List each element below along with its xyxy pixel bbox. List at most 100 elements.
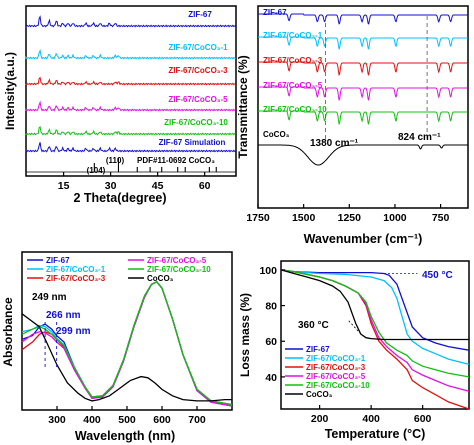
tga-legend-cocoo3-1: ZIF-67/CoCO₃-1 [306, 354, 366, 363]
ftir-xtick-label-750: 750 [432, 212, 450, 224]
ftir-xtick-label-1750: 1750 [246, 212, 270, 224]
ftir-label-cocoo3-10: ZIF-67/CoCO₃-10 [263, 105, 327, 114]
uvvis-xtick-label-500: 500 [118, 414, 136, 426]
ftir-x-axis-title: Wavenumber (cm⁻¹) [304, 232, 423, 246]
xrd-series-zif-67-simulation [25, 142, 236, 153]
ftir-series-zif-67-coco-1 [258, 36, 468, 51]
tga-annotation-360: 360 °C [298, 320, 329, 331]
uvvis-series-coco [21, 313, 232, 402]
xrd-series-zif-67-coco-10 [25, 125, 236, 136]
xrd-series-group [25, 15, 236, 173]
xrd-label-cocoo3-3: ZIF-67/CoCO₃-3 [168, 66, 228, 75]
uvvis-legend: ZIF-67 ZIF-67/CoCO₃-1 ZIF-67/CoCO₃-3 ZIF… [27, 256, 211, 283]
tga-legend: ZIF-67 ZIF-67/CoCO₃-1 ZIF-67/CoCO₃-3 ZIF… [285, 345, 370, 399]
xrd-x-ticks: 15 30 45 60 [58, 172, 211, 192]
ftir-series-labels: ZIF-67 ZIF-67/CoCO₃-1 ZIF-67/CoCO₃-3 ZIF… [263, 8, 441, 149]
tga-x-axis-title: Temperature (°C) [325, 427, 426, 441]
uvvis-xtick-label-300: 300 [48, 414, 66, 426]
ftir-series-group [258, 13, 468, 166]
tga-annotation-450: 450 °C [422, 270, 453, 281]
tga-legend-zif67: ZIF-67 [306, 345, 330, 354]
xrd-series-zif-67-coco-3 [25, 76, 236, 86]
uvvis-xtick-label-700: 700 [188, 414, 206, 426]
tga-legend-cocoo3-3: ZIF-67/CoCO₃-3 [306, 363, 366, 372]
tga-xtick-label-400: 400 [362, 413, 380, 425]
ftir-annotation-824: 824 cm⁻¹ [398, 132, 441, 143]
uvvis-x-ticks: 300 400 500 600 700 [48, 406, 206, 426]
xrd-label-simulation: ZIF-67 Simulation [159, 138, 226, 147]
uvvis-annotation-266: 266 nm [46, 310, 81, 321]
xrd-panel: Intensity(a.u.) 2 Theta(degree) 15 30 45 60… [3, 5, 237, 205]
ftir-xtick-label-1250: 1250 [338, 212, 362, 224]
tga-series-zif-67 [280, 269, 470, 351]
ftir-series-zif-67 [258, 13, 468, 25]
xrd-x-axis-title: 2 Theta(degree) [73, 191, 166, 205]
tga-plot-frame [280, 260, 470, 410]
ftir-series-zif-67-coco-3 [258, 61, 468, 77]
uvvis-panel: Absorbance Wavelength (nm) 300 400 500 600 7… [1, 251, 233, 443]
ftir-series-zif-67-coco-5 [258, 86, 468, 102]
tga-ytick-label-60: 60 [265, 336, 277, 348]
ftir-y-axis-title: Transmittance (%) [236, 55, 250, 158]
uvvis-legend-cocoo3-3: ZIF-67/CoCO₃-3 [46, 274, 106, 283]
uvvis-x-axis-title: Wavelength (nm) [75, 429, 175, 443]
tga-series-zif-67-coco-10 [280, 269, 470, 378]
xrd-series-labels: ZIF-67 ZIF-67/CoCO₃-1 ZIF-67/CoCO₃-3 ZIF… [87, 10, 229, 175]
tga-xtick-label-200: 200 [311, 413, 329, 425]
tga-series-zif-67-coco-1 [280, 269, 470, 366]
ftir-annotation-1380: 1380 cm⁻¹ [310, 138, 359, 149]
uvvis-legend-zif67: ZIF-67 [46, 256, 70, 265]
uvvis-xtick-label-600: 600 [153, 414, 171, 426]
xrd-y-axis-title: Intensity(a.u.) [3, 52, 17, 130]
xrd-xtick-label-15: 15 [58, 180, 70, 192]
ftir-series-zif-67-coco-10 [258, 110, 468, 126]
ftir-label-cocoo3-1: ZIF-67/CoCO₃-1 [263, 31, 323, 40]
xrd-series-zif-67-coco-1 [25, 48, 236, 60]
uvvis-legend-cocoo3-10: ZIF-67/CoCO₃-10 [147, 265, 211, 274]
xrd-xtick-label-60: 60 [199, 180, 211, 192]
xrd-xtick-label-45: 45 [152, 180, 164, 192]
uvvis-legend-cocoo3: CoCO₃ [147, 274, 174, 283]
ftir-label-cocoo3-3: ZIF-67/CoCO₃-3 [263, 56, 323, 65]
tga-legend-cocoo3-5: ZIF-67/CoCO₃-5 [306, 372, 366, 381]
tga-legend-cocoo3: CoCO₃ [306, 390, 333, 399]
ftir-series-coco [258, 144, 468, 166]
ftir-panel: Transmittance (%) Wavenumber (cm⁻¹) 1750… [236, 5, 469, 246]
uvvis-legend-cocoo3-1: ZIF-67/CoCO₃-1 [46, 265, 106, 274]
xrd-plot-frame [25, 5, 237, 177]
uvvis-annotation-299: 299 nm [56, 326, 91, 337]
xrd-xtick-label-30: 30 [105, 180, 117, 192]
tga-annotation-360-leader [347, 319, 362, 335]
tga-ytick-label-40: 40 [265, 372, 277, 384]
ftir-xtick-label-1000: 1000 [383, 212, 407, 224]
xrd-annotation-104: (104) [87, 166, 106, 175]
ftir-label-zif67: ZIF-67 [263, 8, 287, 17]
xrd-label-zif67: ZIF-67 [188, 10, 212, 19]
tga-ytick-label-80: 80 [265, 301, 277, 313]
xrd-annotation-110: (110) [106, 156, 125, 165]
xrd-series-zif-67-coco-5 [25, 100, 236, 112]
xrd-series-zif-67 [25, 15, 236, 28]
tga-legend-cocoo3-10: ZIF-67/CoCO₃-10 [306, 381, 370, 390]
ftir-label-cocoo3: CoCO₃ [263, 130, 290, 139]
tga-ticks: 200 400 600 40 60 80 100 [259, 265, 431, 425]
uvvis-series-zif-67-coco-10 [21, 280, 233, 406]
uvvis-xtick-label-400: 400 [83, 414, 101, 426]
xrd-label-cocoo3-5: ZIF-67/CoCO₃-5 [168, 95, 228, 104]
uvvis-legend-cocoo3-5: ZIF-67/CoCO₃-5 [147, 256, 207, 265]
uvvis-y-axis-title: Absorbance [1, 297, 15, 367]
xrd-label-cocoo3-1: ZIF-67/CoCO₃-1 [168, 43, 228, 52]
xrd-label-reference: PDF#11-0692 CoCO₃ [137, 156, 215, 165]
tga-series-group [280, 269, 470, 410]
tga-panel: Loss mass (%) Temperature (°C) 200 400 600… [238, 260, 470, 441]
tga-ytick-label-100: 100 [259, 265, 277, 277]
ftir-x-ticks: 1750 1500 1250 1000 750 [246, 204, 450, 224]
tga-series-coco [280, 269, 469, 341]
ftir-xtick-label-1500: 1500 [292, 212, 316, 224]
ftir-plot-frame [257, 5, 469, 209]
ftir-label-cocoo3-5: ZIF-67/CoCO₃-5 [263, 81, 323, 90]
xrd-label-cocoo3-10: ZIF-67/CoCO₃-10 [164, 118, 228, 127]
tga-xtick-label-600: 600 [414, 413, 432, 425]
uvvis-annotation-249: 249 nm [32, 292, 67, 303]
tga-y-axis-title: Loss mass (%) [238, 293, 252, 377]
